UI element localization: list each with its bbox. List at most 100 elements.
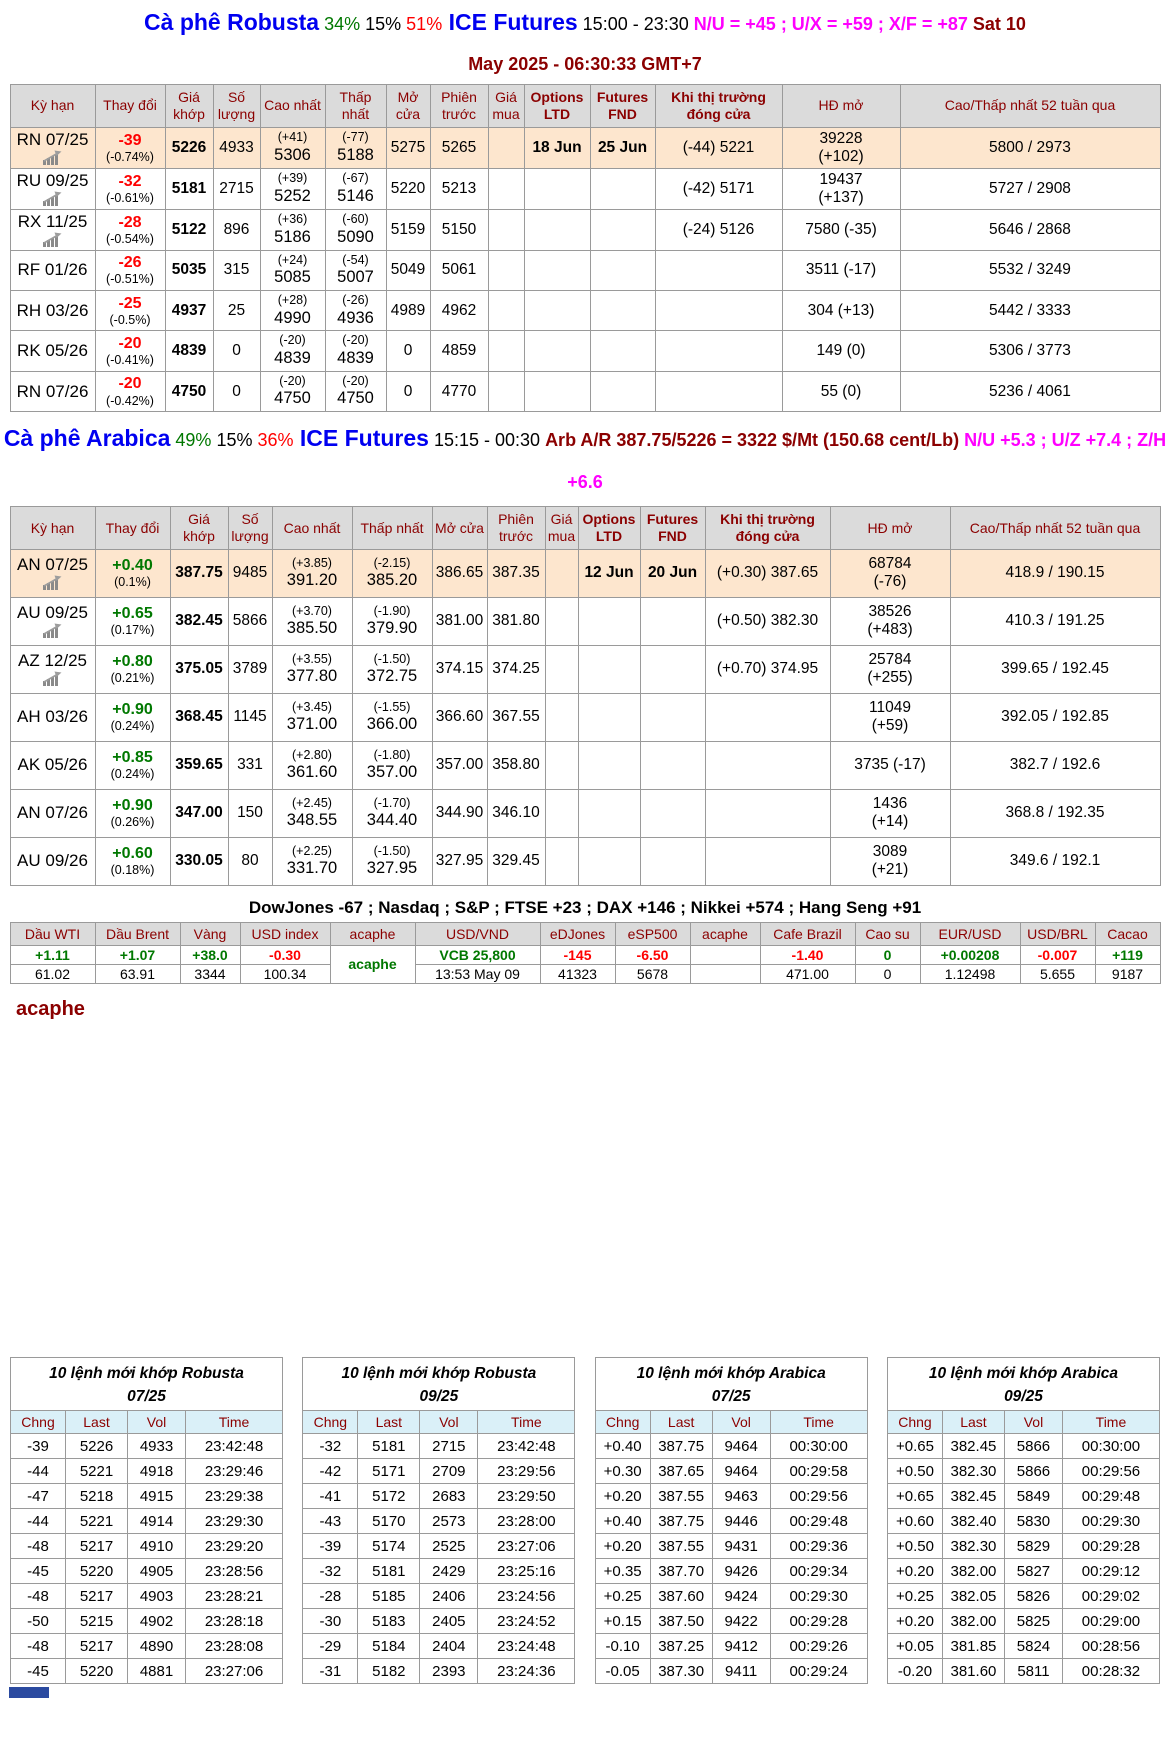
order-time-cell: 00:29:58 — [769, 1458, 868, 1485]
prev-session-cell: 4770 — [429, 370, 489, 413]
options-ltd-cell — [523, 330, 591, 372]
open-cell: 5049 — [385, 249, 431, 292]
futures-fnd-cell — [589, 167, 656, 210]
contract-label: RX 11/25 — [17, 211, 88, 231]
chart-icon[interactable] — [12, 191, 94, 207]
orders-title-row: 10 lệnh mới khớp Arabica 07/25 — [594, 1356, 868, 1412]
change-cell: -20 (-0.42%) — [94, 370, 166, 413]
change-cell: -25 (-0.5%) — [94, 290, 166, 332]
chart-icon[interactable] — [12, 150, 94, 166]
order-chng-cell: -0.05 — [594, 1658, 651, 1685]
change-value: -26 — [118, 254, 142, 272]
order-last-cell: 382.30 — [941, 1458, 1005, 1485]
column-header: Mở cửa — [385, 84, 431, 128]
order-chng-cell: -50 — [10, 1608, 66, 1635]
market-value-cell: 9187 — [1094, 963, 1161, 984]
order-chng-cell: +0.20 — [886, 1558, 943, 1585]
change-cell: +0.80 (0.21%) — [94, 644, 171, 694]
last-price-cell: 5226 — [164, 126, 214, 169]
high-cell: (+24) 5085 — [259, 249, 326, 292]
high-delta: (+3.70) — [292, 603, 332, 618]
chart-icon[interactable] — [12, 623, 94, 639]
low-value: 344.40 — [366, 811, 418, 830]
order-chng-cell: +0.20 — [594, 1483, 651, 1510]
order-last-cell: 387.65 — [649, 1458, 713, 1485]
order-vol-cell: 4918 — [127, 1458, 186, 1485]
orders-column-header: Time — [769, 1410, 868, 1435]
prev-session-cell: 367.55 — [486, 692, 546, 742]
change-value: +0.80 — [112, 653, 153, 671]
arabica-futures-table: Kỳ hạn Thay đổi Giá khớp Số lượng Cao nhất Th… — [9, 506, 1161, 886]
orders-table-title: 10 lệnh mới khớp Arabica 09/25 — [886, 1356, 1160, 1412]
contract-cell: AU 09/25 — [9, 596, 96, 646]
low-delta: (-1.50) — [373, 651, 411, 666]
title-segment-up: 49% — [170, 430, 212, 451]
last-price-cell: 5181 — [164, 167, 214, 210]
futures-fnd-cell — [639, 740, 706, 790]
high-delta: (+36) — [277, 211, 308, 226]
robusta-title-line: Cà phê Robusta 34% 15% 51% ICE Futures 1… — [0, 2, 1170, 46]
open-cell: 0 — [385, 330, 431, 372]
contract-cell: RX 11/25 — [9, 208, 96, 251]
title-segment-date: Sat 10 — [967, 14, 1026, 34]
low-cell: (-20) 4750 — [324, 370, 387, 413]
order-time-cell: 23:24:36 — [477, 1658, 576, 1685]
order-chng-cell: +0.50 — [886, 1533, 943, 1560]
chart-icon[interactable] — [12, 232, 94, 248]
market-column-header: acaphe — [689, 921, 761, 946]
open-cell: 344.90 — [431, 788, 488, 838]
order-chng-cell: -44 — [10, 1458, 66, 1485]
open-interest-cell: 68784 (-76) — [829, 548, 951, 598]
market-value-cell: 5.655 — [1019, 963, 1096, 984]
change-value: +0.90 — [112, 797, 153, 815]
change-percent: (-0.61%) — [106, 190, 154, 205]
order-row: -50 5215 4902 23:28:18 — [10, 1608, 284, 1635]
low-cell: (-1.80) 357.00 — [351, 740, 433, 790]
order-time-cell: 23:42:48 — [477, 1433, 576, 1460]
order-time-cell: 23:28:00 — [477, 1508, 576, 1535]
column-header: Thấp nhất — [324, 84, 387, 128]
order-row: -30 5183 2405 23:24:52 — [302, 1608, 576, 1635]
market-value-cell: 5678 — [614, 963, 691, 984]
order-last-cell: 387.30 — [649, 1658, 713, 1685]
order-time-cell: 23:29:20 — [184, 1533, 284, 1560]
title-segment-up: 34% — [319, 14, 361, 34]
contract-label: RU 09/25 — [16, 170, 89, 190]
order-chng-cell: -45 — [10, 1658, 66, 1685]
contract-label: AU 09/26 — [17, 851, 88, 871]
chart-icon[interactable] — [12, 671, 94, 687]
open-cell: 381.00 — [431, 596, 488, 646]
order-time-cell: 00:29:24 — [769, 1658, 868, 1685]
high-delta: (+39) — [277, 170, 308, 185]
chart-icon[interactable] — [12, 575, 94, 591]
high-delta: (+2.80) — [292, 747, 332, 762]
order-chng-cell: -45 — [10, 1558, 66, 1585]
orders-title-contract: 09/25 — [1004, 1388, 1043, 1406]
open-interest-cell: 3089 (+21) — [829, 836, 951, 886]
order-last-cell: 5184 — [357, 1633, 421, 1660]
change-value: +0.90 — [112, 701, 153, 719]
column-header: Số lượng — [227, 506, 273, 550]
high-value: 4839 — [274, 349, 311, 368]
order-chng-cell: -28 — [302, 1583, 359, 1610]
contract-cell: RH 03/26 — [9, 290, 96, 332]
column-header: Số lượng — [212, 84, 261, 128]
low-value: 385.20 — [366, 571, 418, 590]
low-delta: (-26) — [342, 293, 369, 308]
open-cell: 5275 — [385, 126, 431, 169]
market-change-cell: -0.30 — [239, 944, 331, 965]
order-time-cell: 23:29:46 — [184, 1458, 284, 1485]
order-last-cell: 5221 — [65, 1508, 128, 1535]
order-last-cell: 5181 — [357, 1433, 421, 1460]
order-vol-cell: 9464 — [711, 1433, 771, 1460]
open-interest-cell: 304 (+13) — [781, 290, 901, 332]
futures-fnd-cell — [589, 370, 656, 413]
order-last-cell: 387.50 — [649, 1608, 713, 1635]
week52-range-cell: 5306 / 3773 — [899, 330, 1161, 372]
order-chng-cell: -44 — [10, 1508, 66, 1535]
order-row: +0.65 382.45 5866 00:30:00 — [886, 1433, 1160, 1460]
high-value: 361.60 — [286, 763, 338, 782]
order-row: -45 5220 4905 23:28:56 — [10, 1558, 284, 1585]
last-price-cell: 368.45 — [169, 692, 229, 742]
market-close-cell — [654, 249, 783, 292]
